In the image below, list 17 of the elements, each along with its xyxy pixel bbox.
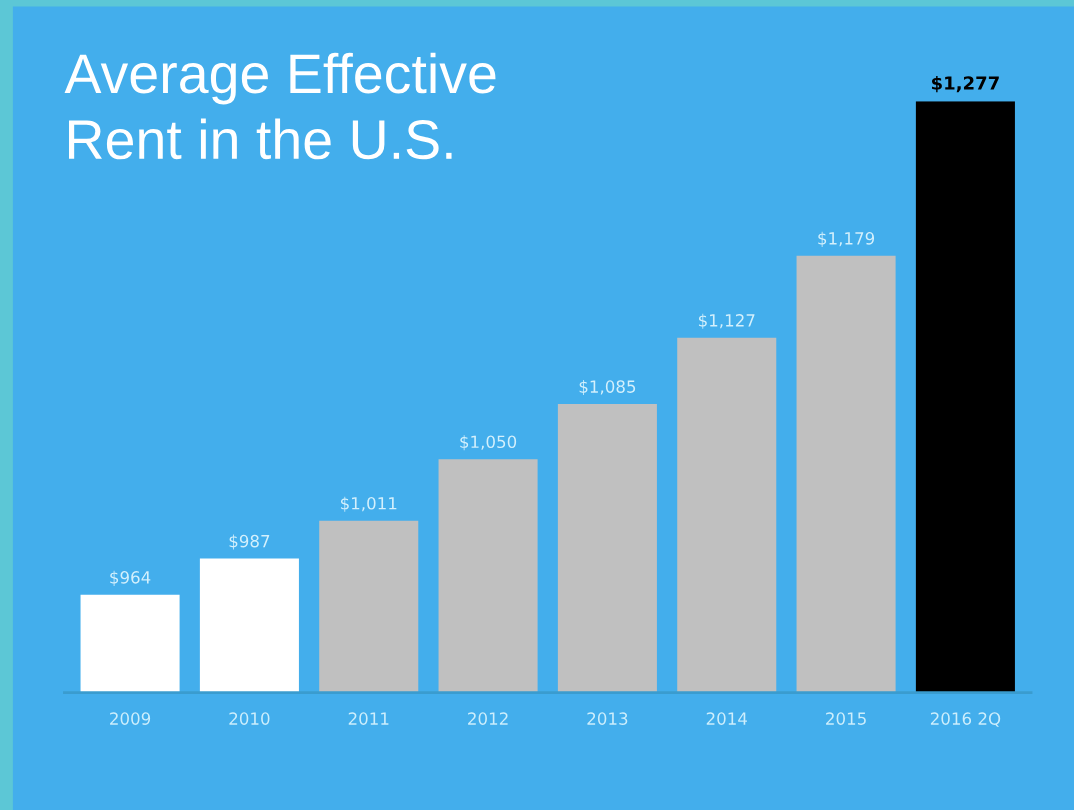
data-label: $1,179 — [818, 231, 875, 247]
x-tick-label: 2013 — [587, 712, 628, 725]
data-label: $1,085 — [579, 379, 636, 396]
data-label: $1,011 — [340, 496, 397, 512]
x-tick-label: 2011 — [348, 712, 389, 725]
data-label: $964 — [110, 570, 151, 586]
x-tick-label: 2016 2Q — [930, 712, 1001, 727]
data-label: $1,277 — [931, 75, 999, 93]
data-label: $987 — [229, 534, 270, 550]
x-tick-label: 2012 — [468, 712, 508, 725]
chart-title: Average Effective Rent in the U.S. — [64, 52, 496, 160]
x-tick-label: 2010 — [229, 712, 270, 725]
x-tick-label: 2015 — [826, 712, 866, 725]
x-tick-label: 2009 — [110, 712, 151, 725]
data-label: $1,127 — [698, 313, 755, 329]
data-label: $1,050 — [460, 435, 517, 451]
x-tick-label: 2014 — [706, 712, 748, 725]
